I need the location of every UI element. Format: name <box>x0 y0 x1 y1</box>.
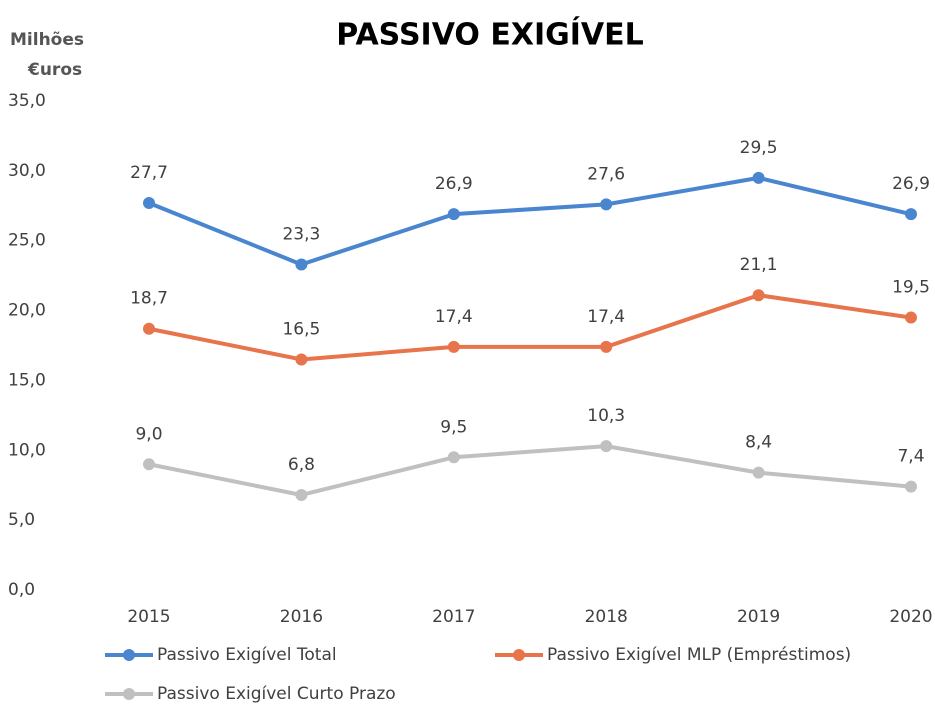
series-line <box>148 175 912 267</box>
x-tick-label: 2015 <box>127 607 170 627</box>
data-point <box>295 258 308 271</box>
data-point <box>905 311 917 324</box>
data-label: 10,3 <box>587 406 625 426</box>
y-tick-label: 20,0 <box>8 301 46 321</box>
data-label: 27,7 <box>130 163 168 183</box>
data-point <box>905 480 917 493</box>
legend-label: Passivo Exigível MLP (Empréstimos) <box>547 645 851 665</box>
data-point <box>143 322 155 335</box>
y-tick-label: 35,0 <box>8 91 46 111</box>
data-point <box>295 353 308 366</box>
data-point <box>295 488 308 501</box>
y-axis-label: Milhões <box>10 30 84 50</box>
x-tick-label: 2020 <box>889 607 932 627</box>
data-point <box>447 208 460 221</box>
data-point <box>600 198 613 211</box>
data-label: 26,9 <box>892 174 930 194</box>
data-label: 29,5 <box>740 138 778 158</box>
data-point <box>447 451 460 464</box>
data-label: 6,8 <box>288 455 315 475</box>
data-point <box>447 340 460 353</box>
data-point <box>600 440 613 453</box>
data-label: 26,9 <box>435 174 473 194</box>
legend-marker <box>513 649 525 661</box>
y-tick-label: 0,0 <box>8 580 35 600</box>
data-label: 7,4 <box>897 447 924 467</box>
y-axis-label: €uros <box>27 60 82 80</box>
legend-marker <box>123 649 135 661</box>
y-tick-label: 10,0 <box>8 440 46 460</box>
data-label: 17,4 <box>435 307 473 327</box>
data-point <box>752 289 765 302</box>
data-label: 23,3 <box>282 224 320 244</box>
data-label: 9,5 <box>440 417 467 437</box>
data-point <box>143 458 155 471</box>
data-point <box>905 208 917 221</box>
data-label: 19,5 <box>892 278 930 298</box>
y-tick-label: 15,0 <box>8 370 46 390</box>
data-label: 27,6 <box>587 164 625 184</box>
legend-label: Passivo Exigível Total <box>157 645 337 665</box>
data-label: 9,0 <box>135 424 162 444</box>
y-tick-label: 30,0 <box>8 161 46 181</box>
series-line <box>148 444 912 497</box>
data-label: 16,5 <box>282 319 320 339</box>
data-point <box>752 171 765 184</box>
y-tick-label: 25,0 <box>8 231 46 251</box>
data-point <box>143 196 155 209</box>
y-tick-label: 5,0 <box>8 510 35 530</box>
x-tick-label: 2018 <box>585 607 628 627</box>
data-point <box>752 466 765 479</box>
legend-label: Passivo Exigível Curto Prazo <box>157 684 396 704</box>
data-label: 21,1 <box>740 255 778 275</box>
data-label: 17,4 <box>587 307 625 327</box>
series-line <box>148 293 912 362</box>
legend-marker <box>123 688 135 700</box>
x-tick-label: 2019 <box>737 607 780 627</box>
data-point <box>600 340 613 353</box>
data-label: 8,4 <box>745 433 772 453</box>
data-label: 18,7 <box>130 289 168 309</box>
x-tick-label: 2016 <box>280 607 323 627</box>
x-tick-label: 2017 <box>432 607 475 627</box>
chart-title: PASSIVO EXIGÍVEL <box>336 17 644 53</box>
